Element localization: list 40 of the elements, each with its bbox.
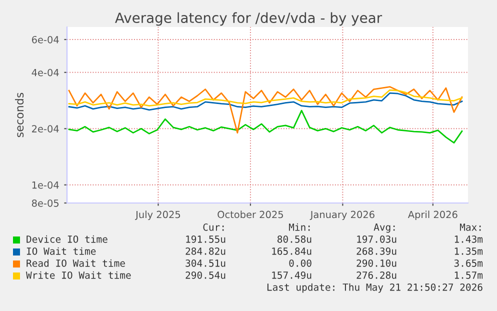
line-series	[68, 110, 463, 144]
line-series	[68, 89, 463, 107]
text: 3.65m	[454, 259, 483, 267]
y-axis-title: seconds	[15, 92, 24, 138]
legend-label: IO Wait time	[26, 247, 96, 255]
legend-label: Read IO Wait time	[26, 259, 125, 267]
text: 290.54u	[186, 271, 226, 279]
y-tick-label: 2e-04	[32, 125, 59, 132]
chart-title: Average latency for /dev/vda - by year	[115, 12, 382, 26]
y-tick-label: 4e-04	[32, 68, 59, 76]
text: 290.10u	[356, 259, 396, 267]
line-series	[68, 86, 463, 134]
text: 80.58u	[278, 235, 312, 243]
text: 157.49u	[272, 271, 312, 279]
text: 197.03u	[357, 235, 396, 243]
text: 284.82u	[186, 247, 226, 255]
x-tick-label: October 2025	[218, 210, 283, 218]
text: 304.51u	[186, 259, 226, 267]
text: Max:	[460, 224, 481, 231]
legend-label: Write IO Wait time	[26, 271, 131, 279]
text: 0.00	[289, 259, 312, 267]
text: Cur:	[203, 223, 224, 231]
text: 1.43m	[454, 235, 483, 243]
y-tick-label: 6e-04	[32, 36, 59, 44]
x-tick-label: January 2026	[310, 210, 374, 220]
text: 191.55u	[186, 235, 226, 243]
x-tick-label: July 2025	[135, 210, 180, 220]
legend-label: Device IO time	[26, 235, 108, 243]
text: 1.57m	[454, 272, 483, 279]
text: Min:	[288, 223, 310, 231]
text: 1.35m	[454, 247, 483, 255]
text: 268.39u	[356, 247, 396, 255]
text: Last update: Thu May 21 21:50:27 2026	[267, 283, 482, 293]
line-series	[68, 92, 463, 111]
x-tick-label: April 2026	[408, 210, 458, 220]
text: 165.84u	[272, 247, 312, 255]
y-tick-label: 8e-05	[32, 199, 59, 207]
text: Avg:	[374, 224, 395, 233]
y-tick-label: 1e-04	[32, 181, 59, 189]
text: 276.28u	[356, 271, 396, 279]
